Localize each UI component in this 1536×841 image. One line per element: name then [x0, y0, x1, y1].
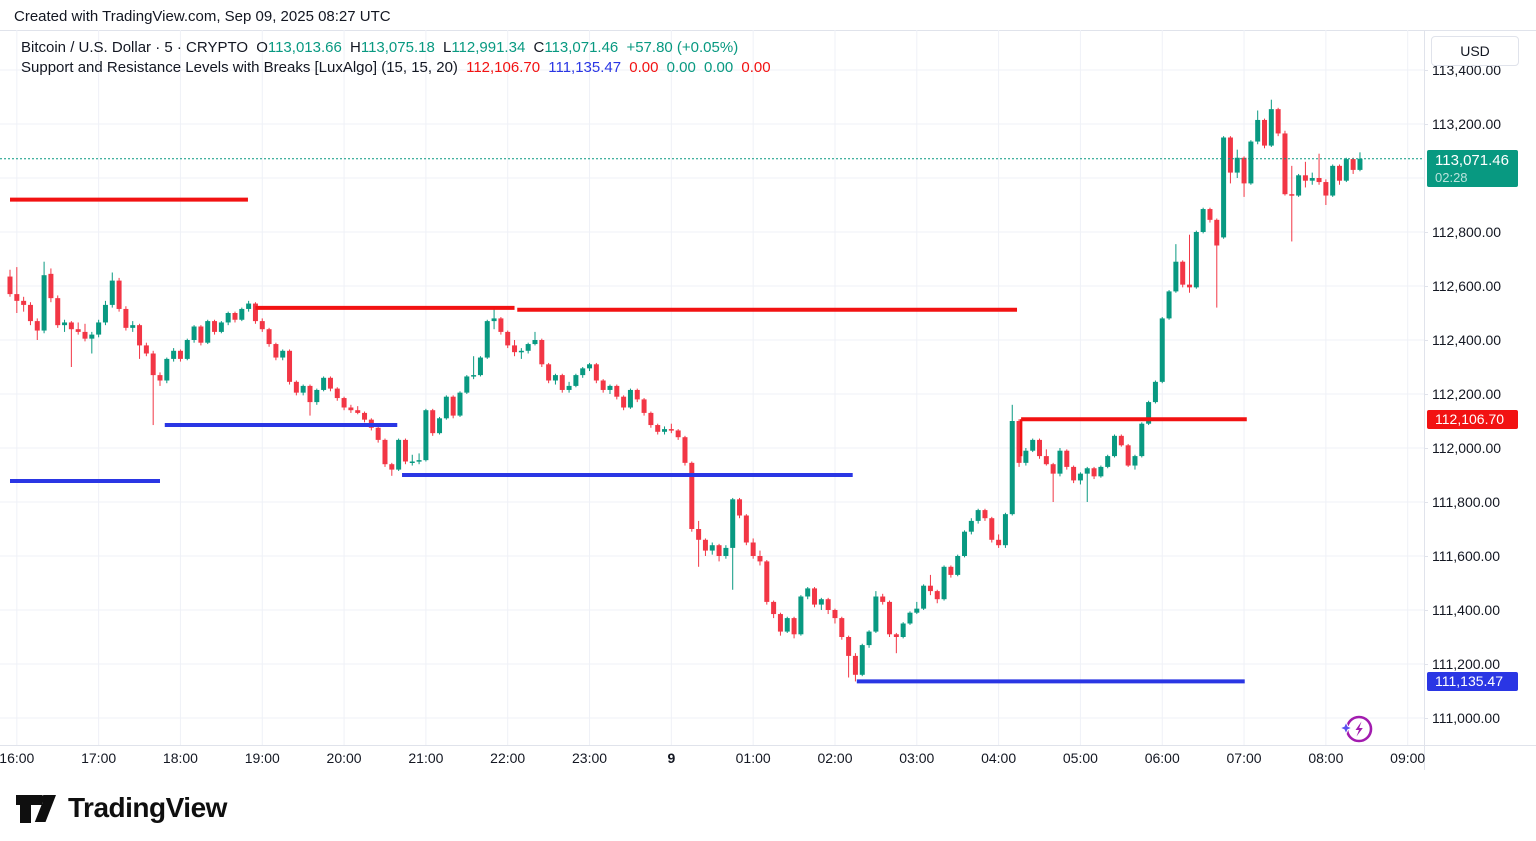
price-tick-label: 111,400.00: [1432, 602, 1500, 618]
time-tick-label: 02:00: [817, 750, 853, 766]
price-tick-label: 111,600.00: [1432, 548, 1500, 564]
price-tick-label: 111,800.00: [1432, 494, 1500, 510]
price-tick-label: 111,000.00: [1432, 710, 1500, 726]
current-price-value: 113,071.46: [1435, 151, 1509, 169]
time-tick-label: 08:00: [1308, 750, 1344, 766]
time-tick-label: 16:00: [0, 750, 35, 766]
time-tick-label: 22:00: [490, 750, 526, 766]
price-axis-border: [1424, 30, 1425, 770]
made-with-caption: Created with TradingView.com, Sep 09, 20…: [14, 8, 391, 25]
time-tick-label: 06:00: [1144, 750, 1180, 766]
price-tick-label: 111,200.00: [1432, 656, 1500, 672]
current-price-badge: 113,071.46 02:28: [1427, 149, 1518, 187]
flash-boost-icon[interactable]: [1337, 710, 1377, 748]
symbol-legend-row[interactable]: Bitcoin / U.S. Dollar · 5 · CRYPTO O113,…: [21, 38, 775, 57]
ohlc-high-letter: H: [350, 39, 361, 56]
ohlc-high-value: 113,075.18: [360, 39, 435, 56]
price-tick-mark: [1424, 232, 1428, 233]
change-value: +57.80 (+0.05%): [626, 39, 739, 56]
price-tick-mark: [1424, 718, 1428, 719]
price-tick-label: 113,400.00: [1432, 62, 1502, 78]
time-tick-label: 21:00: [408, 750, 444, 766]
indicator-support-value: 111,135.47: [548, 59, 622, 76]
indicator-zero-4: 0.00: [741, 59, 771, 76]
time-tick-label: 05:00: [1062, 750, 1098, 766]
currency-unit-button[interactable]: USD: [1431, 36, 1519, 66]
time-tick-label: 01:00: [735, 750, 771, 766]
price-tick-label: 112,800.00: [1432, 224, 1502, 240]
price-tick-label: 113,200.00: [1432, 116, 1502, 132]
ohlc-open-value: 113,013.66: [267, 39, 342, 56]
price-tick-mark: [1424, 340, 1428, 341]
ohlc-close-letter: C: [533, 39, 545, 56]
price-tick-mark: [1424, 556, 1428, 557]
price-tick-mark: [1424, 286, 1428, 287]
time-tick-label: 9: [667, 750, 676, 766]
ohlc-close-value: 113,071.46: [544, 39, 619, 56]
price-tick-mark: [1424, 70, 1428, 71]
symbol-title: Bitcoin / U.S. Dollar · 5 · CRYPTO: [21, 39, 249, 56]
indicator-legend-row[interactable]: Support and Resistance Levels with Break…: [21, 58, 775, 77]
time-tick-label: 20:00: [326, 750, 362, 766]
chart-top-border: [0, 30, 1536, 31]
price-tick-label: 112,200.00: [1432, 386, 1502, 402]
tradingview-logo-text: TradingView: [68, 792, 227, 823]
price-tick-mark: [1424, 610, 1428, 611]
price-tick-mark: [1424, 124, 1428, 125]
price-tick-mark: [1424, 502, 1428, 503]
time-tick-label: 23:00: [571, 750, 608, 766]
time-tick-label: 03:00: [899, 750, 935, 766]
indicator-zero-2: 0.00: [666, 59, 696, 76]
price-tick-mark: [1424, 394, 1428, 395]
time-tick-label: 19:00: [244, 750, 280, 766]
time-tick-label: 09:00: [1390, 750, 1426, 766]
ohlc-low-letter: L: [442, 39, 452, 56]
indicator-zero-3: 0.00: [704, 59, 734, 76]
time-tick-label: 07:00: [1226, 750, 1262, 766]
price-tick-mark: [1424, 448, 1428, 449]
price-tick-label: 112,400.00: [1432, 332, 1502, 348]
indicator-title: Support and Resistance Levels with Break…: [21, 59, 458, 76]
bar-countdown: 02:28: [1435, 169, 1468, 185]
time-tick-label: 04:00: [981, 750, 1017, 766]
ohlc-open-letter: O: [256, 39, 268, 56]
price-tick-label: 112,000.00: [1432, 440, 1502, 456]
tradingview-logo[interactable]: TradingView: [14, 788, 227, 828]
time-tick-label: 17:00: [81, 750, 117, 766]
time-tick-label: 18:00: [162, 750, 198, 766]
price-tick-label: 112,600.00: [1432, 278, 1502, 294]
support-price-badge: 111,135.47: [1427, 671, 1518, 691]
resistance-price-badge: 112,106.70: [1427, 409, 1518, 429]
tradingview-logo-mark: [16, 795, 56, 823]
time-axis-border: [0, 745, 1536, 746]
indicator-zero-1: 0.00: [629, 59, 659, 76]
candlestick-chart[interactable]: [0, 0, 1424, 770]
ohlc-low-value: 112,991.34: [451, 39, 526, 56]
indicator-resistance-value: 112,106.70: [466, 59, 541, 76]
price-tick-mark: [1424, 664, 1428, 665]
